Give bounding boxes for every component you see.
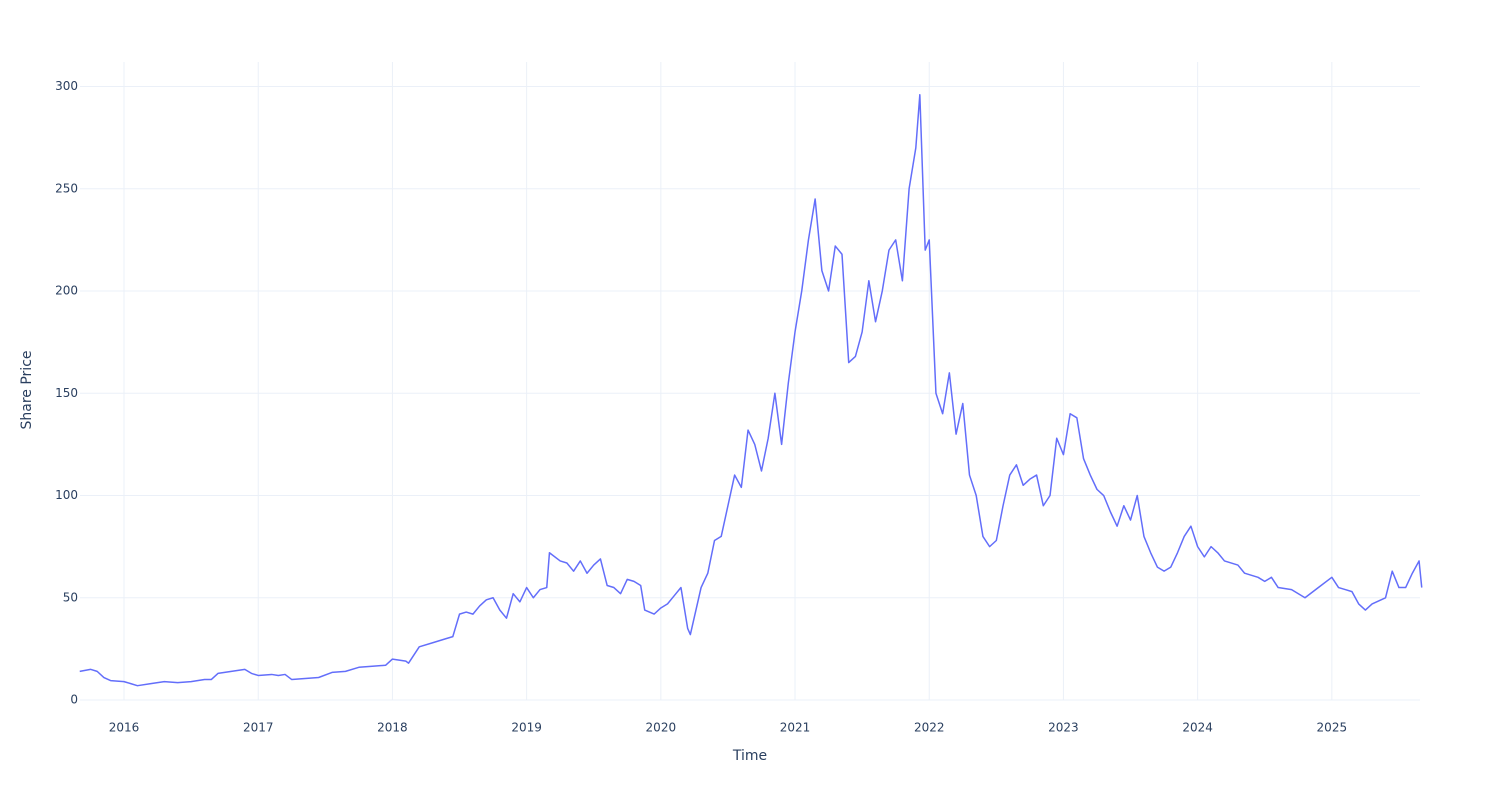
y-tick-label: 50 <box>63 590 78 604</box>
x-tick-label: 2018 <box>377 721 408 735</box>
x-tick-label: 2023 <box>1048 721 1079 735</box>
y-tick-label: 250 <box>55 181 78 195</box>
price-line <box>79 93 1423 687</box>
x-tick-label: 2025 <box>1317 721 1348 735</box>
x-tick-label: 2019 <box>511 721 542 735</box>
y-tick-label: 300 <box>55 79 78 93</box>
x-tick-label: 2017 <box>243 721 274 735</box>
x-tick-label: 2024 <box>1182 721 1213 735</box>
x-tick-label: 2022 <box>914 721 945 735</box>
y-tick-label: 100 <box>55 488 78 502</box>
x-tick-label: 2020 <box>646 721 677 735</box>
y-axis-title: Share Price <box>19 350 35 429</box>
y-tick-label: 150 <box>55 386 78 400</box>
x-axis-title: Time <box>732 748 767 764</box>
x-tick-label: 2016 <box>109 721 140 735</box>
x-tick-label: 2021 <box>780 721 811 735</box>
y-tick-label: 200 <box>55 284 78 298</box>
y-tick-label: 0 <box>70 693 78 707</box>
